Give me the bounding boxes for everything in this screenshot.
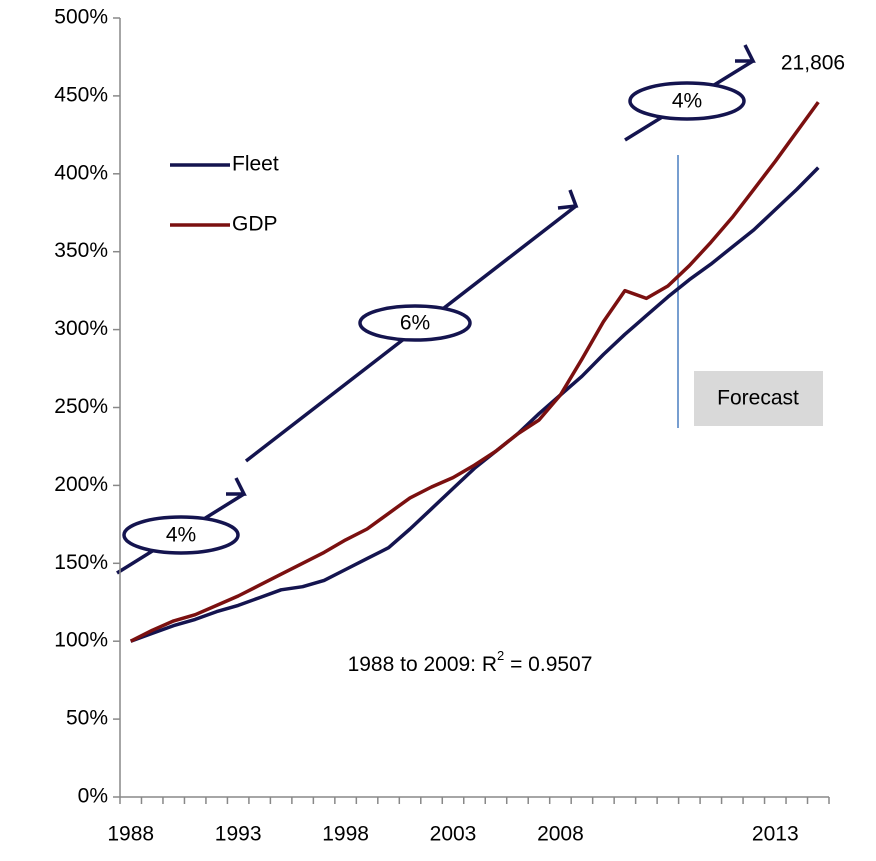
arrow-head — [735, 44, 756, 63]
note-sup: 2 — [497, 648, 504, 663]
y-tick-label: 50% — [66, 707, 108, 730]
rate-label: 4% — [672, 90, 702, 113]
note-text: 1988 to 2009: R — [348, 653, 497, 676]
rate-label: 6% — [400, 312, 430, 335]
series-line — [130, 166, 820, 643]
x-tick-label: 1993 — [215, 823, 262, 846]
rate-bubble — [628, 81, 746, 121]
y-tick-label: 300% — [54, 317, 108, 340]
y-tick-label: 150% — [54, 551, 108, 574]
legend-label: Fleet — [232, 153, 279, 176]
y-tick-label: 250% — [54, 395, 108, 418]
arrow-head — [226, 477, 247, 496]
arrow-head — [557, 189, 579, 210]
annotations — [116, 44, 756, 575]
y-tick-label: 100% — [54, 629, 108, 652]
x-tick-label: 1988 — [107, 823, 154, 846]
note-text: = 0.9507 — [504, 653, 592, 676]
end-label: 21,806 — [781, 52, 845, 75]
series-line — [129, 101, 820, 643]
y-tick-label: 0% — [78, 785, 108, 808]
rate-label: 4% — [166, 524, 196, 547]
y-tick-label: 400% — [54, 161, 108, 184]
x-tick-label: 1998 — [322, 823, 369, 846]
rate-bubble — [358, 304, 472, 342]
forecast-box — [694, 371, 823, 426]
forecast-label: Forecast — [717, 387, 799, 410]
y-tick-label: 500% — [54, 6, 108, 29]
legend-label: GDP — [232, 213, 278, 236]
x-tick-label: 2008 — [537, 823, 584, 846]
rate-bubble — [122, 515, 240, 555]
y-tick-label: 200% — [54, 473, 108, 496]
y-tick-label: 350% — [54, 239, 108, 262]
r-squared-note: 1988 to 2009: R2 = 0.9507 — [348, 648, 593, 675]
x-tick-label: 2013 — [752, 823, 799, 846]
x-tick-label: 2003 — [430, 823, 477, 846]
y-tick-label: 450% — [54, 83, 108, 106]
